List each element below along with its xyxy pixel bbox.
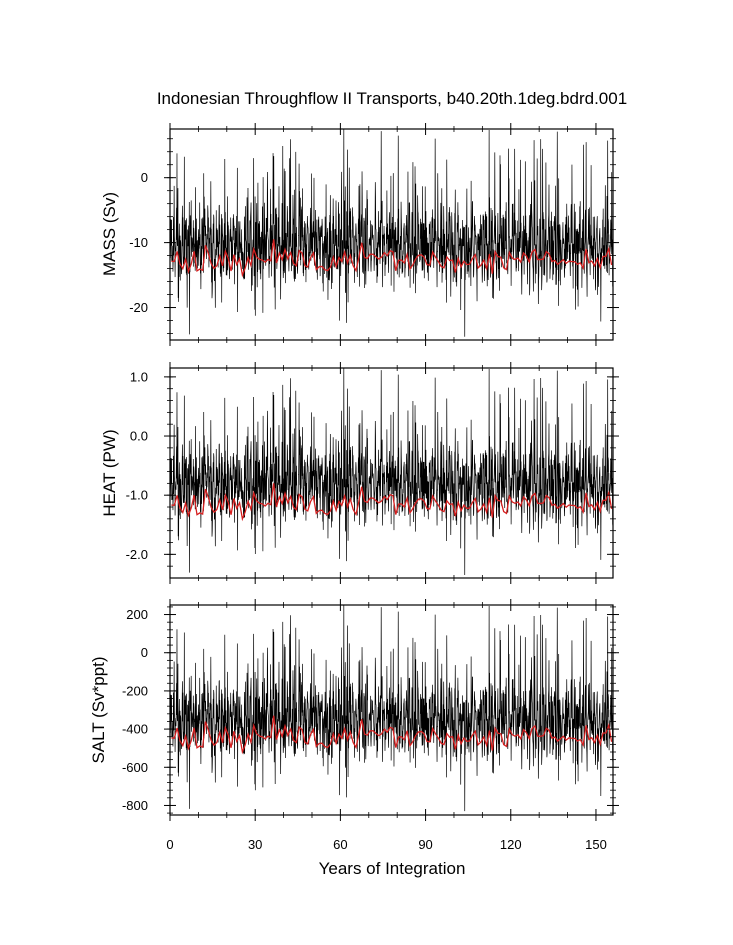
ytick-label-salt: 200 <box>126 607 148 622</box>
series-annual-heat <box>171 483 613 522</box>
ytick-label-salt: 0 <box>141 645 148 660</box>
series-annual-salt <box>171 715 613 755</box>
series-monthly-salt <box>170 605 613 812</box>
xtick-label: 0 <box>166 837 173 852</box>
ytick-label-heat: 0.0 <box>130 429 148 444</box>
xtick-label: 60 <box>333 837 347 852</box>
xtick-label: 120 <box>500 837 522 852</box>
series-annual-mass <box>171 239 613 278</box>
plot-frame-salt <box>169 604 614 816</box>
plot-frame-heat <box>169 367 614 579</box>
panel-salt: 200 0 -200 -400 -600 -800 0 30 60 90 120 150 <box>122 599 619 852</box>
y-axis-label-mass: MASS (Sv) <box>100 192 119 276</box>
y-axis-label-heat: HEAT (PW) <box>100 429 119 516</box>
ytick-label-salt: -600 <box>122 760 148 775</box>
series-monthly-heat <box>170 368 613 576</box>
ytick-label-heat: 1.0 <box>130 369 148 384</box>
ytick-label-mass: -10 <box>129 235 148 250</box>
ytick-label-salt: -800 <box>122 798 148 813</box>
panel-heat: 1.0 0.0 -1.0 -2.0 <box>126 362 619 584</box>
y-axis-label-salt: SALT (Sv*ppt) <box>89 656 108 763</box>
x-axis-label: Years of Integration <box>319 859 466 878</box>
xtick-label: 90 <box>418 837 432 852</box>
chart-title: Indonesian Throughflow II Transports, b4… <box>157 89 627 108</box>
ytick-label-heat: -1.0 <box>126 488 148 503</box>
ytick-label-heat: -2.0 <box>126 547 148 562</box>
xtick-label: 30 <box>248 837 262 852</box>
panel-mass: 0 -10 -20 <box>129 123 619 346</box>
series-monthly-mass <box>170 129 613 337</box>
xtick-label: 150 <box>585 837 607 852</box>
ytick-label-salt: -400 <box>122 722 148 737</box>
ytick-label-salt: -200 <box>122 683 148 698</box>
plot-frame-mass <box>169 128 614 341</box>
ytick-label-mass: -20 <box>129 300 148 315</box>
ytick-label-mass: 0 <box>141 170 148 185</box>
